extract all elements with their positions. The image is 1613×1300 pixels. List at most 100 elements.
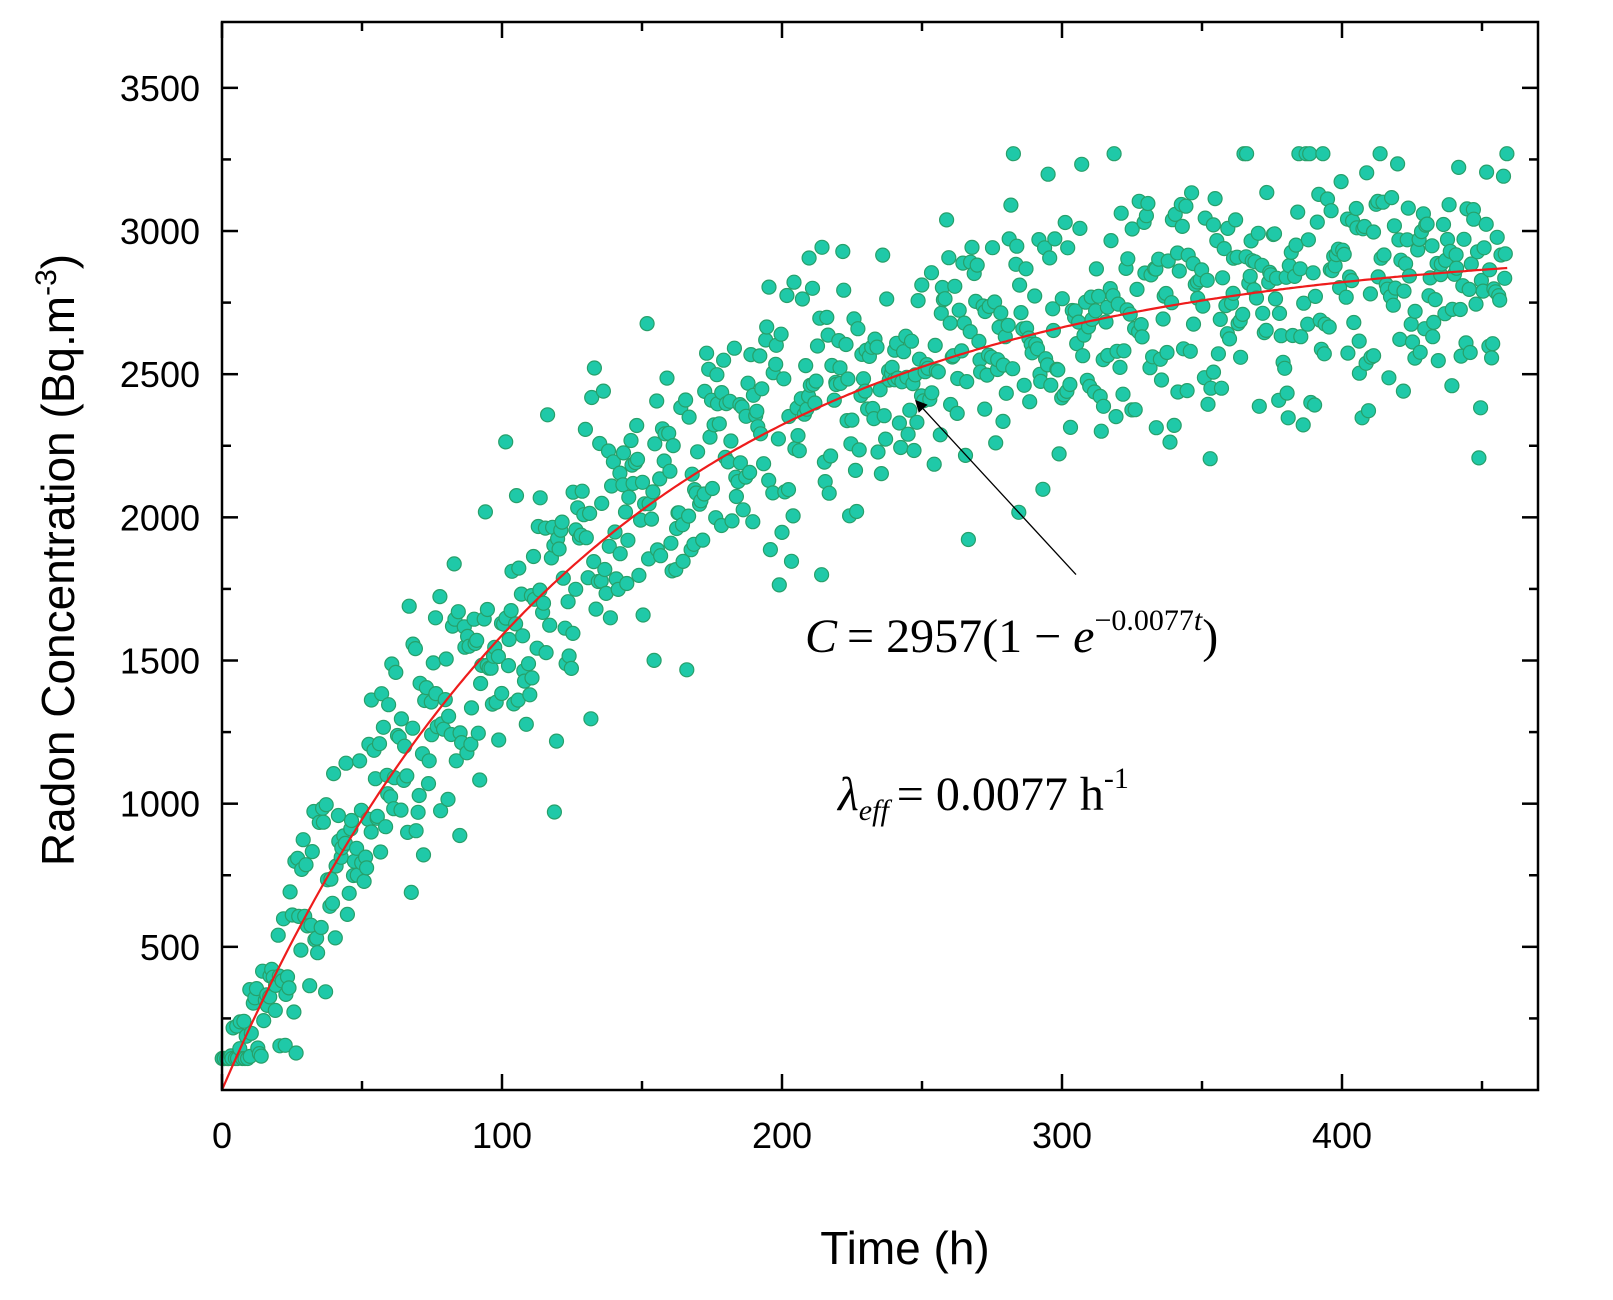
- data-point: [1051, 446, 1067, 462]
- data-point: [620, 532, 636, 548]
- data-point: [352, 753, 368, 769]
- data-point: [1392, 331, 1408, 347]
- equation-exponent-var: t: [1194, 604, 1203, 637]
- data-point: [520, 656, 537, 672]
- y-tick-label: 2000: [120, 497, 200, 538]
- data-point: [873, 466, 890, 482]
- data-point: [895, 344, 912, 360]
- data-point: [629, 451, 646, 467]
- data-point: [914, 277, 930, 293]
- data-point: [821, 485, 837, 501]
- data-point: [1323, 203, 1339, 219]
- data-point: [752, 348, 768, 364]
- equation-body: = 2957(1 −: [847, 610, 1073, 663]
- data-point: [1242, 268, 1258, 284]
- data-point: [930, 364, 946, 380]
- data-point: [785, 508, 801, 524]
- data-point: [1376, 247, 1392, 263]
- data-point: [844, 412, 860, 428]
- data-point: [253, 1048, 269, 1064]
- data-point: [1207, 191, 1223, 207]
- data-point: [1307, 288, 1324, 304]
- data-point: [1456, 231, 1472, 247]
- data-point: [798, 358, 814, 374]
- data-point: [1238, 146, 1255, 162]
- data-point: [399, 768, 415, 784]
- data-point: [639, 316, 655, 332]
- data-point: [508, 488, 525, 504]
- data-point: [770, 431, 787, 447]
- data-point: [1155, 311, 1171, 327]
- data-point: [808, 373, 824, 389]
- data-point: [338, 755, 354, 771]
- data-point: [869, 339, 885, 355]
- data-point: [771, 577, 787, 593]
- data-point: [652, 548, 669, 564]
- lambda-value: = 0.0077: [897, 768, 1080, 821]
- data-point: [1103, 233, 1119, 249]
- data-point: [1093, 423, 1109, 439]
- data-point: [728, 488, 745, 505]
- data-point: [726, 340, 743, 356]
- data-point: [538, 644, 554, 661]
- data-point: [680, 508, 697, 524]
- data-point: [643, 511, 660, 527]
- data-point: [586, 553, 602, 570]
- data-point: [1302, 146, 1318, 162]
- data-point: [813, 567, 830, 583]
- data-point: [773, 326, 789, 342]
- data-point: [440, 791, 456, 808]
- data-point: [410, 804, 426, 820]
- data-point: [330, 807, 346, 824]
- data-point: [1483, 350, 1500, 366]
- data-point: [774, 524, 790, 541]
- data-point: [1280, 410, 1296, 426]
- data-point: [1271, 305, 1288, 321]
- data-point: [1448, 247, 1464, 263]
- data-point: [522, 687, 538, 703]
- data-point: [1495, 168, 1512, 184]
- data-point: [327, 930, 343, 946]
- data-point: [893, 439, 909, 456]
- data-point: [339, 906, 355, 923]
- data-point: [514, 628, 531, 644]
- data-point: [1171, 263, 1187, 279]
- data-point: [1400, 200, 1416, 216]
- data-point: [1404, 334, 1421, 350]
- data-point: [761, 472, 777, 488]
- data-point: [546, 804, 563, 820]
- data-point: [679, 662, 695, 678]
- data-point: [532, 490, 548, 506]
- data-point: [1412, 344, 1428, 360]
- data-point: [446, 556, 462, 572]
- data-point: [378, 819, 394, 835]
- data-point: [583, 711, 599, 727]
- x-tick-label: 200: [752, 1115, 812, 1156]
- data-point: [847, 462, 864, 478]
- data-point: [441, 708, 457, 724]
- x-tick-label: 100: [472, 1115, 532, 1156]
- data-point: [998, 385, 1014, 401]
- data-point: [1396, 283, 1412, 299]
- data-point: [1430, 353, 1446, 369]
- data-point: [407, 640, 423, 657]
- data-point: [388, 664, 404, 681]
- data-point: [373, 844, 389, 860]
- data-point: [794, 291, 811, 307]
- y-tick-label: 3500: [120, 68, 200, 109]
- data-point: [819, 309, 835, 325]
- data-point: [1351, 333, 1367, 349]
- data-point: [762, 541, 779, 558]
- data-point: [715, 352, 732, 368]
- data-point: [1205, 364, 1222, 380]
- data-point: [1108, 409, 1124, 425]
- data-point: [646, 652, 662, 669]
- data-point: [949, 405, 965, 421]
- data-point: [745, 514, 761, 530]
- data-point: [1478, 164, 1495, 180]
- data-point: [401, 598, 417, 614]
- data-point: [1221, 331, 1238, 347]
- data-point: [1316, 346, 1332, 362]
- data-point: [749, 403, 765, 419]
- data-point: [1293, 329, 1309, 345]
